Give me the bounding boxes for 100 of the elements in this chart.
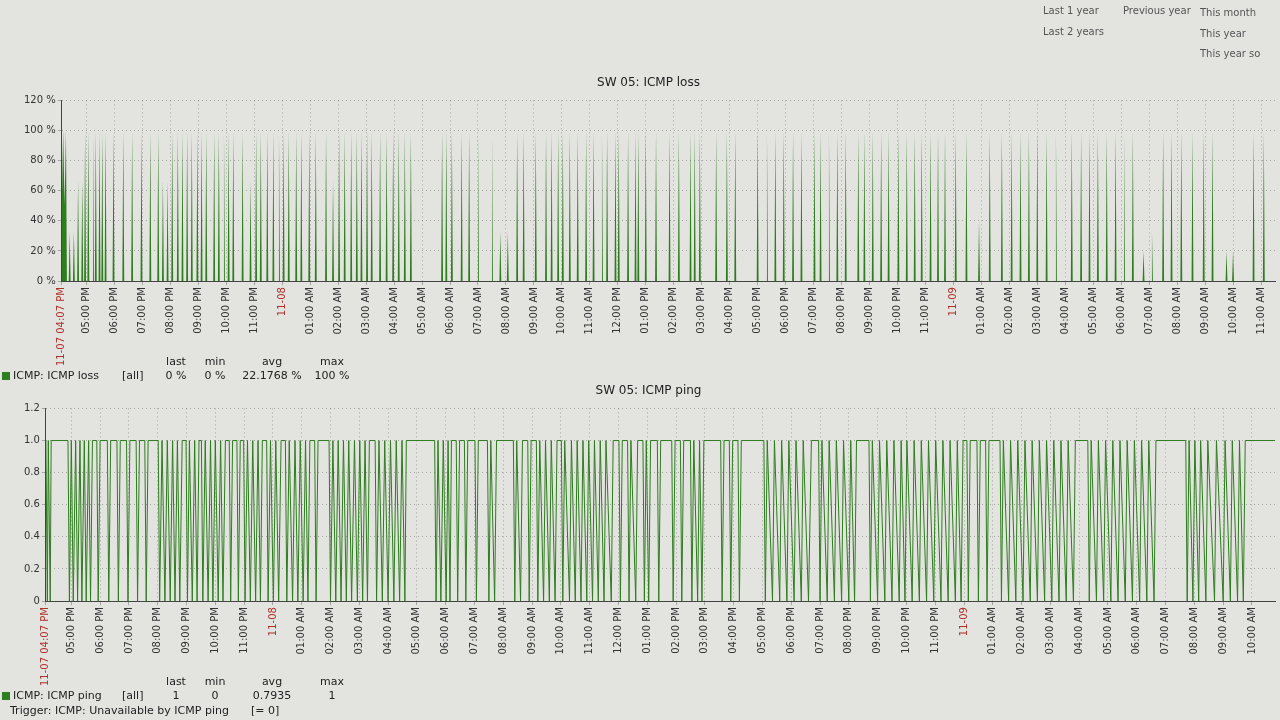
x-tick-label: 06:00 PM — [108, 287, 120, 334]
x-tick-label: 09:00 AM — [525, 607, 537, 655]
y-tick-label: 0.2 — [24, 562, 40, 574]
x-tick-label: 11:00 PM — [928, 607, 940, 654]
x-tick-label: 06:00 AM — [443, 287, 455, 335]
legend-label: ICMP: ICMP ping — [13, 689, 102, 702]
y-tick-label: 60 % — [30, 184, 56, 196]
x-tick-label: 08:00 PM — [151, 607, 163, 654]
text: max — [320, 355, 344, 368]
x-tick-label: 04:00 AM — [1058, 287, 1070, 335]
x-tick-label: 03:00 AM — [1030, 287, 1042, 335]
x-tick-label: 06:00 AM — [439, 607, 451, 655]
x-tick-label: 09:00 AM — [527, 287, 539, 335]
text: This year so — [1200, 47, 1261, 60]
x-tick-label: 10:00 PM — [219, 287, 231, 334]
text: min — [204, 355, 226, 368]
x-tick-label: 11:00 PM — [919, 287, 931, 334]
x-tick-label: 07:00 AM — [471, 287, 483, 335]
x-tick-label: 02:00 AM — [331, 287, 343, 335]
x-tick-label: 07:00 AM — [468, 607, 480, 655]
x-tick-label: 07:00 PM — [813, 607, 825, 654]
x-tick-label: 07:00 AM — [1142, 287, 1154, 335]
x-tick-label: 08:00 AM — [1170, 287, 1182, 335]
x-tick-label: 02:00 PM — [667, 287, 679, 334]
x-tick-label: 04:00 AM — [387, 287, 399, 335]
chart-title: SW 05: ICMP ping — [595, 383, 702, 398]
x-tick-label: 05:00 PM — [751, 287, 763, 334]
y-tick-label: 20 % — [30, 244, 56, 256]
y-tick-label: 100 % — [23, 124, 56, 136]
text: last — [166, 355, 186, 368]
x-tick-label: 09:00 AM — [1198, 287, 1210, 335]
y-tick-label: 0.4 — [24, 530, 40, 542]
text: avg — [261, 355, 283, 368]
x-tick-label: 10:00 PM — [891, 287, 903, 334]
x-tick-label: 03:00 AM — [352, 607, 364, 655]
text: 1 — [172, 689, 180, 702]
x-tick-label: 09:00 PM — [180, 607, 192, 654]
x-tick-label: 01:00 AM — [303, 287, 315, 335]
chart-title: SW 05: ICMP loss — [597, 75, 700, 90]
x-tick-label: 04:00 AM — [1072, 607, 1084, 655]
x-tick-label: 11:00 AM — [583, 287, 595, 335]
x-tick-label: 09:00 PM — [191, 287, 203, 334]
text: avg — [261, 675, 283, 688]
y-tick-label: 0.8 — [24, 466, 40, 478]
x-tick-label: 08:00 AM — [496, 607, 508, 655]
x-tick-label: 11-09 — [957, 607, 969, 637]
text: Last 1 year — [1043, 4, 1099, 17]
x-tick-label: 10:00 AM — [1226, 287, 1238, 335]
x-tick-label: 02:00 AM — [1015, 607, 1027, 655]
x-tick-label: 11-08 — [266, 607, 278, 637]
x-tick-label: 07:00 PM — [135, 287, 147, 334]
x-tick-label: 05:00 PM — [756, 607, 768, 654]
y-tick-label: 0 — [33, 594, 40, 606]
x-tick-label: 01:00 PM — [639, 287, 651, 334]
x-tick-label: 10:00 PM — [208, 607, 220, 654]
x-tick-label: 11-07 04:07 PM — [39, 607, 51, 687]
y-tick-label: 0.6 — [24, 498, 40, 510]
y-tick-label: 40 % — [30, 214, 56, 226]
x-tick-label: 05:00 PM — [80, 287, 92, 334]
x-tick-label: 04:00 PM — [723, 287, 735, 334]
x-tick-label: 10:00 AM — [554, 607, 566, 655]
text: 0.7935 — [252, 689, 292, 702]
text: 0 — [211, 689, 219, 702]
x-tick-label: 08:00 PM — [163, 287, 175, 334]
x-tick-label: 06:00 PM — [784, 607, 796, 654]
x-tick-label: 06:00 AM — [1114, 287, 1126, 335]
x-tick-label: 09:00 AM — [1216, 607, 1228, 655]
x-tick-label: 12:00 PM — [612, 607, 624, 654]
x-tick-label: 01:00 AM — [295, 607, 307, 655]
text: Previous year — [1123, 4, 1191, 17]
x-tick-label: 11:00 AM — [1254, 287, 1266, 335]
x-tick-label: 11-07 04:07 PM — [55, 287, 67, 367]
x-tick-label: 01:00 AM — [986, 607, 998, 655]
text: Trigger: ICMP: Unavailable by ICMP ping — [10, 704, 229, 717]
x-tick-label: 03:00 PM — [698, 607, 710, 654]
x-tick-label: 09:00 PM — [863, 287, 875, 334]
x-tick-label: 08:00 AM — [1187, 607, 1199, 655]
x-tick-label: 05:00 AM — [1086, 287, 1098, 335]
text: [= 0] — [251, 704, 280, 717]
x-tick-label: 08:00 AM — [499, 287, 511, 335]
x-tick-label: 06:00 PM — [93, 607, 105, 654]
text: 0 % — [204, 369, 226, 382]
x-tick-label: 04:00 PM — [727, 607, 739, 654]
y-tick-label: 1.2 — [24, 401, 40, 413]
y-tick-label: 120 % — [23, 93, 56, 105]
x-tick-label: 03:00 AM — [1043, 607, 1055, 655]
text: This month — [1200, 6, 1257, 19]
x-tick-label: 03:00 AM — [359, 287, 371, 335]
x-tick-label: 02:00 AM — [324, 607, 336, 655]
text: [all] — [122, 369, 144, 382]
text: [all] — [122, 689, 144, 702]
x-tick-label: 07:00 AM — [1159, 607, 1171, 655]
x-tick-label: 11-09 — [946, 287, 958, 317]
text: 0 % — [165, 369, 187, 382]
x-tick-label: 05:00 PM — [64, 607, 76, 654]
x-tick-label: 09:00 PM — [871, 607, 883, 654]
text: 22.1768 % — [242, 369, 302, 382]
x-tick-label: 07:00 PM — [807, 287, 819, 334]
x-tick-label: 05:00 AM — [410, 607, 422, 655]
x-tick-label: 11:00 PM — [237, 607, 249, 654]
